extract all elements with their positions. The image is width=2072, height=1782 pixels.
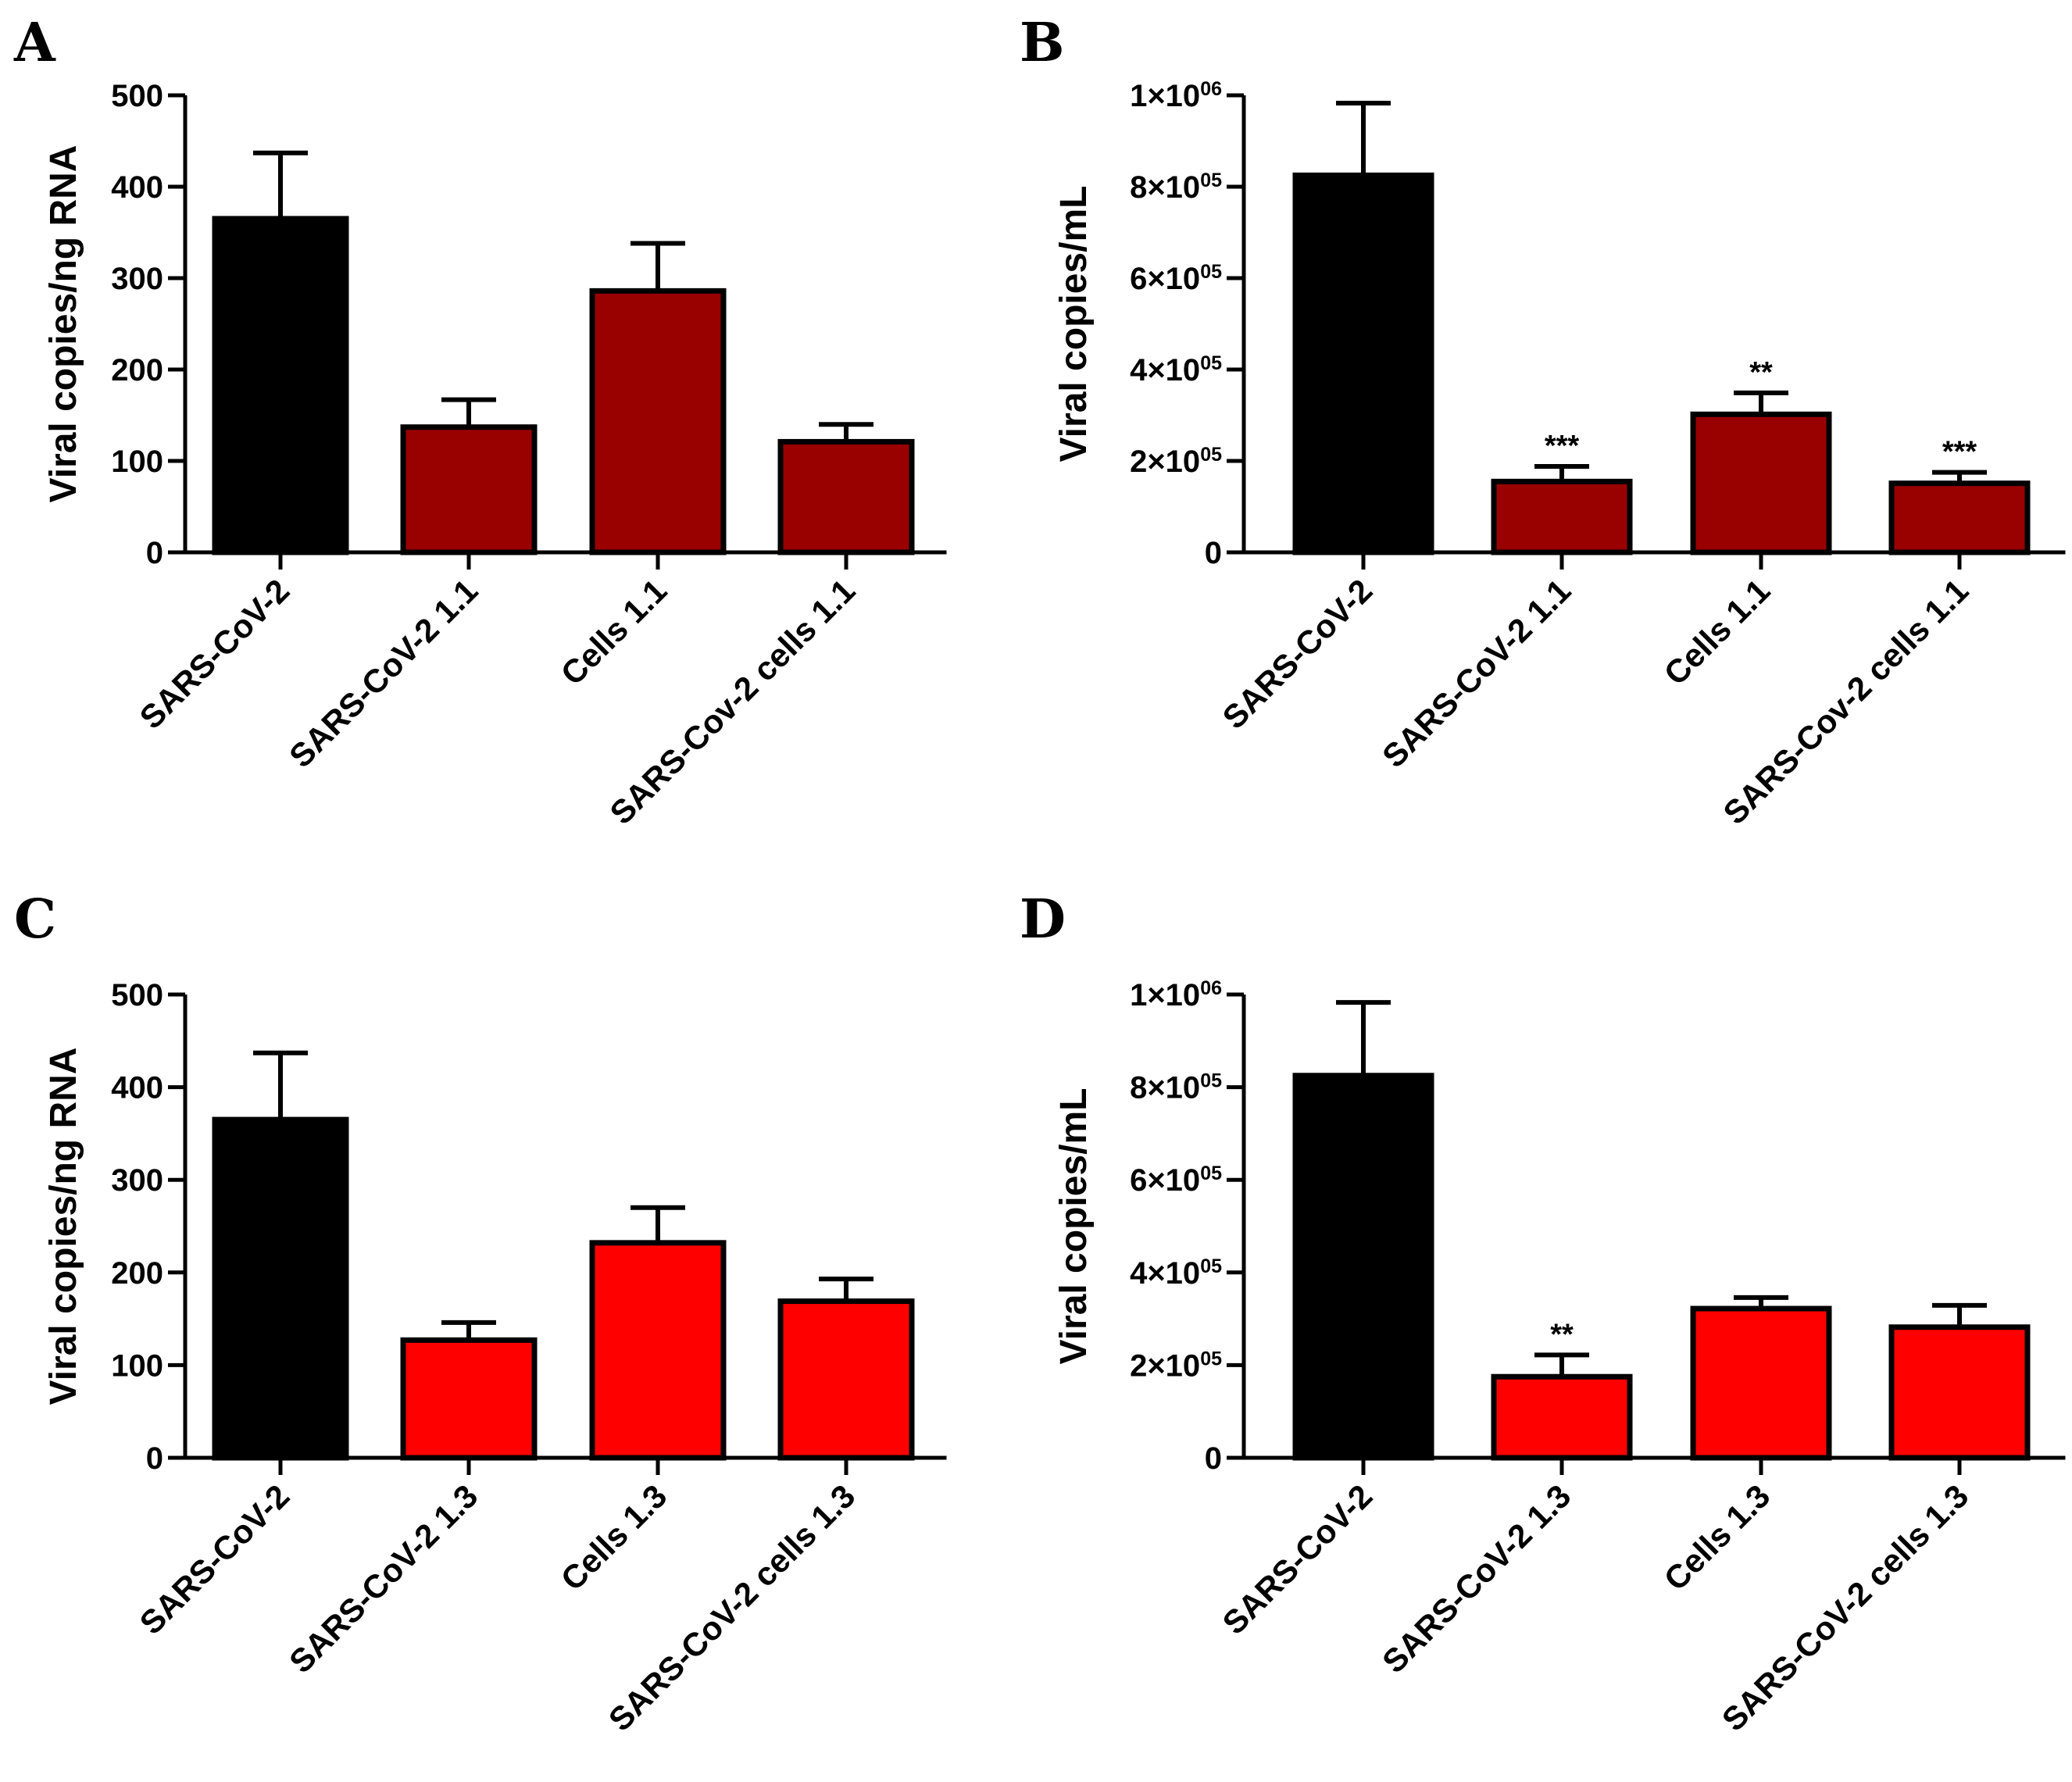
y-axis-title: Viral copies/ng RNA: [43, 1048, 84, 1405]
x-tick-label: Cells 1.1: [554, 572, 674, 692]
bar: [1888, 1324, 2031, 1461]
x-tick-label: SARS-CoV-2 1.3: [1375, 1477, 1577, 1680]
bar: [1690, 411, 1832, 555]
y-tick-label: 2×1005: [1130, 444, 1222, 479]
y-tick-label: 2×1005: [1130, 1348, 1222, 1383]
x-tick-label: SARS-CoV-2 1.3: [282, 1477, 484, 1680]
y-tick-label: 300: [111, 262, 163, 296]
y-tick-label: 0: [1205, 536, 1222, 570]
y-tick-label: 1×1006: [1130, 977, 1222, 1012]
y-tick-label: 100: [111, 445, 163, 479]
y-axis-title: Viral copies/ng RNA: [43, 145, 84, 503]
y-tick-label: 300: [111, 1163, 163, 1198]
x-tick-label: SARS-CoV-2 1.1: [282, 572, 484, 774]
y-tick-label: 200: [111, 1256, 163, 1291]
x-tick-label: SARS-CoV-2: [1216, 572, 1380, 736]
y-tick-label: 400: [111, 1071, 163, 1105]
y-tick-label: 6×1005: [1130, 261, 1222, 296]
chart-panel-a: A Viral copies/ng RNA 0 100 200 300 400 500 SARS…: [13, 12, 947, 831]
y-tick-label: 0: [146, 536, 163, 570]
bar: [1491, 478, 1633, 555]
x-tick-label: Cells 1.3: [554, 1477, 674, 1598]
panel-letter: A: [13, 12, 56, 74]
x-tick-label: SARS-CoV-2 1.1: [1375, 572, 1577, 774]
y-tick-label: 8×1005: [1130, 170, 1222, 205]
chart-panel-d: D Viral copies/mL 0 2×1005 4×1005 6×1005 8×100…: [1020, 888, 2066, 1738]
x-tick-label: SARS-CoV-2: [133, 572, 297, 736]
panel-letter: C: [14, 888, 56, 951]
bar: [1491, 1373, 1633, 1461]
x-tick-label: Cells 1.1: [1657, 572, 1777, 692]
bar: [589, 287, 727, 555]
y-axis-title: Viral copies/mL: [1053, 186, 1095, 462]
bar: [1690, 1305, 1832, 1461]
bar: [1888, 480, 2031, 555]
panel-letter: B: [1020, 12, 1064, 74]
panel-letter: D: [1020, 888, 1066, 951]
bar: [212, 216, 349, 555]
significance-label: ***: [1942, 436, 1977, 469]
x-tick-label: SARS-CoV-2: [133, 1477, 297, 1641]
significance-label: ***: [1545, 430, 1580, 462]
bar: [1292, 1073, 1434, 1461]
y-tick-label: 100: [111, 1348, 163, 1383]
y-tick-label: 500: [111, 978, 163, 1012]
y-tick-label: 8×1005: [1130, 1070, 1222, 1105]
x-tick-label: Cells 1.3: [1657, 1477, 1777, 1598]
y-tick-label: 500: [111, 79, 163, 113]
y-tick-label: 4×1005: [1130, 1255, 1222, 1291]
bar: [777, 1298, 915, 1461]
bar: [589, 1240, 727, 1461]
significance-label: **: [1550, 1318, 1574, 1351]
y-tick-label: 400: [111, 170, 163, 205]
bar: [400, 1337, 538, 1461]
y-tick-label: 0: [146, 1441, 163, 1476]
y-tick-label: 200: [111, 353, 163, 387]
bar: [1292, 172, 1434, 555]
y-axis-title: Viral copies/mL: [1053, 1088, 1095, 1365]
bar: [400, 424, 538, 555]
chart-panel-c: C Viral copies/ng RNA 0 100 200 300 400 500 SARS…: [14, 888, 947, 1738]
y-tick-label: 6×1005: [1130, 1162, 1222, 1198]
chart-panel-b: B Viral copies/mL 0 2×1005 4×1005 6×1005 8×100…: [1020, 12, 2066, 831]
significance-label: **: [1749, 356, 1773, 389]
x-tick-label: SARS-CoV-2: [1216, 1477, 1380, 1641]
y-tick-label: 1×1006: [1130, 78, 1222, 113]
y-tick-label: 0: [1205, 1441, 1222, 1476]
y-tick-label: 4×1005: [1130, 352, 1222, 387]
bar: [212, 1116, 349, 1461]
bar: [777, 438, 915, 555]
